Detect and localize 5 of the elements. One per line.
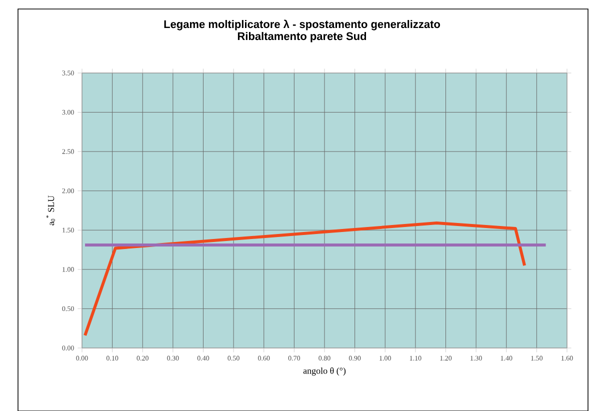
y-axis-title: a$_{0}$$^{*}$ SLU xyxy=(46,196,56,226)
line-series xyxy=(84,222,526,337)
x-axis-title: angolo θ (°) xyxy=(303,367,346,376)
chart-subtitle: Ribaltamento parete Sud xyxy=(238,32,366,42)
chart-title: Legame moltiplicatore λ - spostamento generalizzato xyxy=(164,20,440,30)
